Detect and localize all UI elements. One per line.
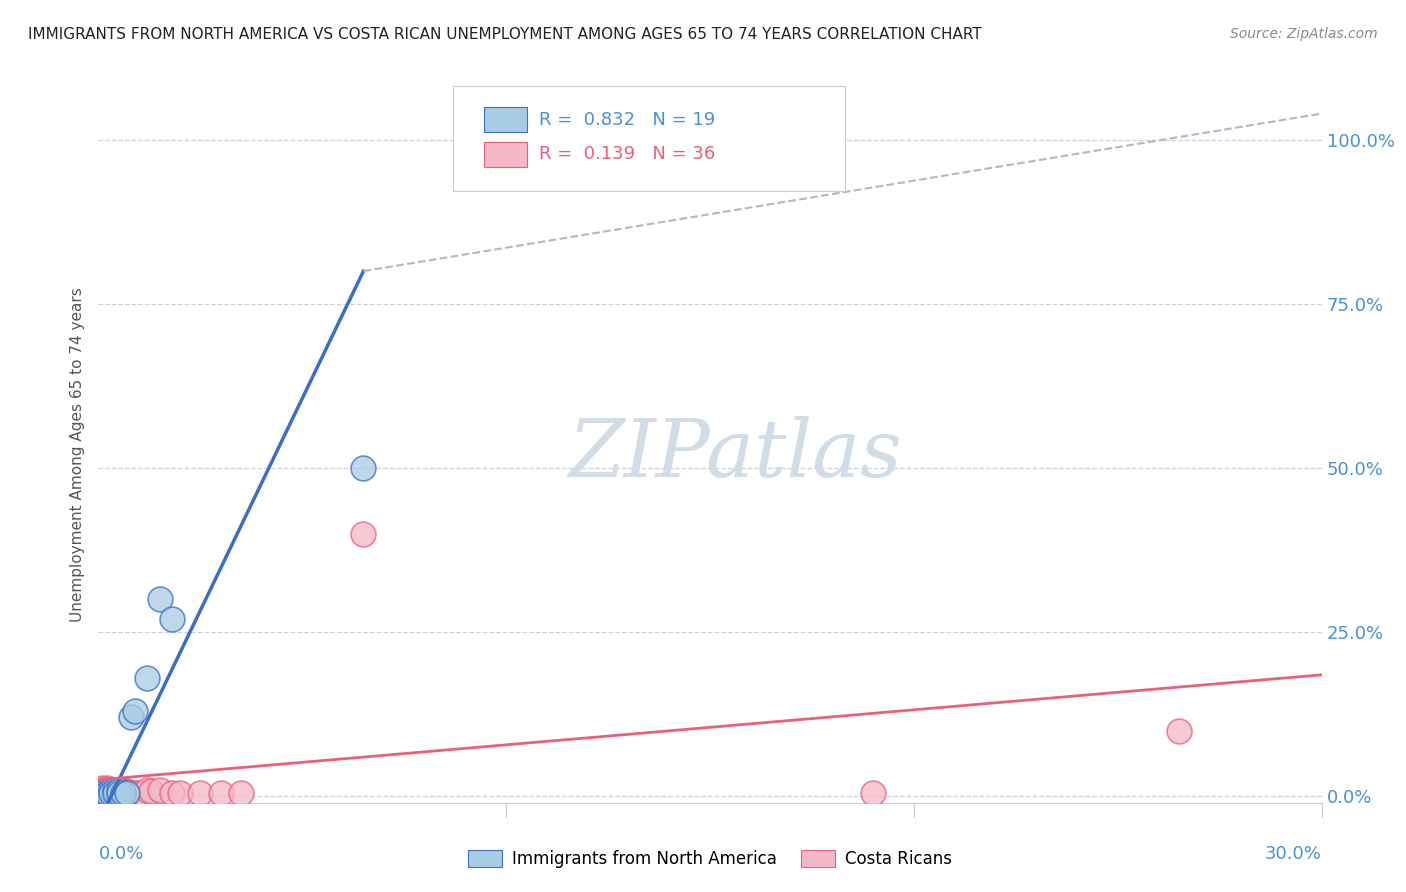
Point <box>89 786 111 800</box>
Point <box>96 782 118 797</box>
Text: R =  0.832   N = 19: R = 0.832 N = 19 <box>538 111 716 128</box>
Point <box>160 612 183 626</box>
Point <box>104 782 127 797</box>
Point <box>115 784 138 798</box>
Point <box>124 786 146 800</box>
Text: IMMIGRANTS FROM NORTH AMERICA VS COSTA RICAN UNEMPLOYMENT AMONG AGES 65 TO 74 YE: IMMIGRANTS FROM NORTH AMERICA VS COSTA R… <box>28 27 981 42</box>
Point <box>104 786 127 800</box>
Point <box>231 786 253 800</box>
Point <box>91 781 114 796</box>
Point <box>149 592 172 607</box>
Point <box>108 786 131 800</box>
Point <box>352 526 374 541</box>
Point <box>89 786 111 800</box>
Point <box>91 786 114 800</box>
Point <box>862 786 884 800</box>
Point <box>209 786 232 800</box>
Point <box>149 782 172 797</box>
Point <box>136 671 159 685</box>
Point <box>111 786 134 800</box>
Point <box>104 786 127 800</box>
Point <box>352 461 374 475</box>
Point <box>132 786 155 800</box>
Point <box>96 784 118 798</box>
FancyBboxPatch shape <box>484 107 526 132</box>
Point <box>90 786 112 800</box>
Text: Source: ZipAtlas.com: Source: ZipAtlas.com <box>1230 27 1378 41</box>
Point <box>1167 723 1189 738</box>
Point <box>100 786 122 800</box>
Point <box>108 784 131 798</box>
Text: 30.0%: 30.0% <box>1265 845 1322 863</box>
Point <box>115 786 138 800</box>
Legend: Immigrants from North America, Costa Ricans: Immigrants from North America, Costa Ric… <box>461 843 959 874</box>
FancyBboxPatch shape <box>453 87 845 191</box>
Text: R =  0.139   N = 36: R = 0.139 N = 36 <box>538 145 716 163</box>
Point <box>160 786 183 800</box>
Point <box>124 704 146 718</box>
Point <box>169 786 191 800</box>
Point <box>96 786 118 800</box>
Point <box>141 784 163 798</box>
Point <box>96 781 118 796</box>
Point <box>120 786 142 800</box>
Text: ZIPatlas: ZIPatlas <box>568 417 901 493</box>
Point <box>120 710 142 724</box>
Point <box>90 786 112 800</box>
FancyBboxPatch shape <box>484 142 526 167</box>
Point <box>91 786 114 800</box>
Point <box>100 786 122 800</box>
Point <box>93 786 115 800</box>
Point <box>128 786 150 800</box>
Point <box>108 786 131 800</box>
Point <box>108 782 131 797</box>
Point <box>188 786 212 800</box>
Point <box>100 784 122 798</box>
Point <box>93 786 115 800</box>
Y-axis label: Unemployment Among Ages 65 to 74 years: Unemployment Among Ages 65 to 74 years <box>69 287 84 623</box>
Point <box>136 782 159 797</box>
Point <box>104 784 127 798</box>
Point <box>91 784 114 798</box>
Point <box>111 786 134 800</box>
Point <box>111 782 134 797</box>
Point <box>89 786 111 800</box>
Point <box>96 786 118 800</box>
Text: 0.0%: 0.0% <box>98 845 143 863</box>
Point <box>100 782 122 797</box>
Point <box>97 786 120 800</box>
